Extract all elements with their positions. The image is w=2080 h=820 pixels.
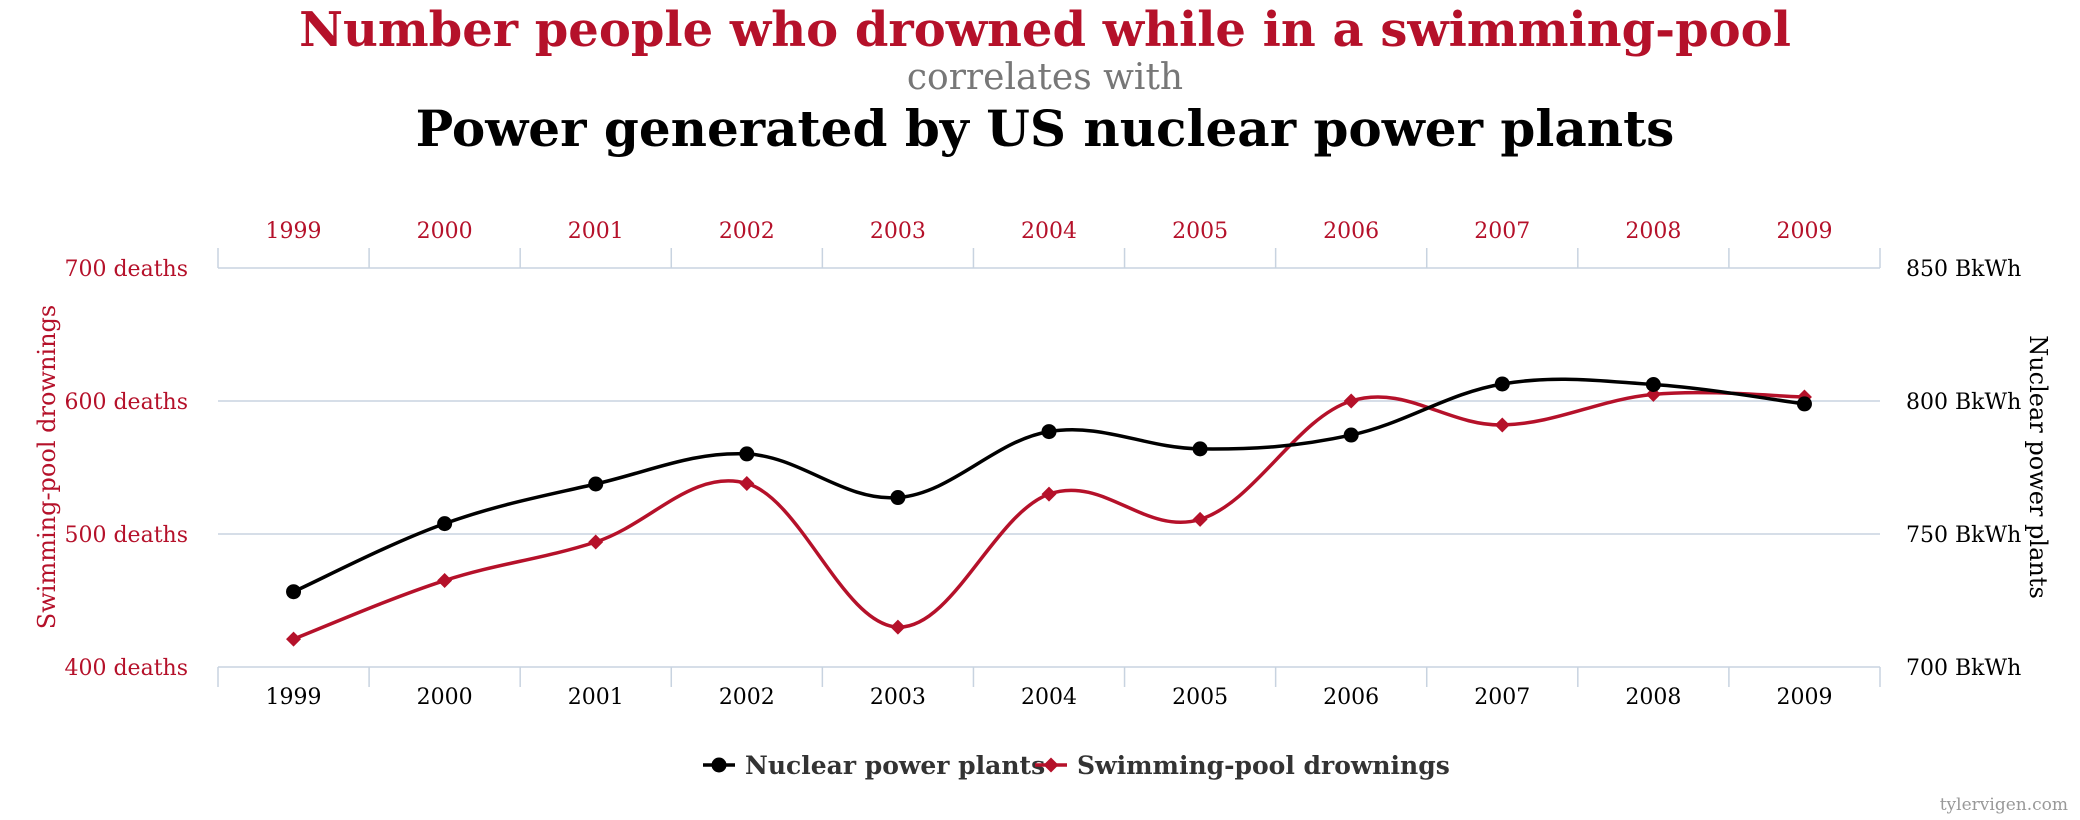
left-y-tick-label: 700 deaths <box>64 257 188 282</box>
left-axis-title: Swimming-pool drownings <box>33 305 61 629</box>
nuclear-data-point[interactable] <box>1645 377 1661 393</box>
drownings-data-point[interactable] <box>286 631 302 647</box>
nuclear-data-point[interactable] <box>739 446 755 462</box>
right-y-tick-label: 850 BkWh <box>1906 257 2021 282</box>
bottom-x-tick-label: 2005 <box>1172 685 1228 710</box>
drownings-data-point[interactable] <box>1494 417 1510 433</box>
left-y-tick-label: 600 deaths <box>64 390 188 415</box>
right-y-tick-label: 750 BkWh <box>1906 523 2021 548</box>
legend-nuclear-label[interactable]: Nuclear power plants <box>745 751 1045 780</box>
nuclear-data-point[interactable] <box>1343 427 1359 443</box>
drownings-data-point[interactable] <box>437 573 453 589</box>
legend-nuclear-marker <box>711 757 727 773</box>
nuclear-data-point[interactable] <box>1192 441 1208 457</box>
bottom-x-tick-label: 2007 <box>1474 685 1530 710</box>
top-x-tick-label: 2006 <box>1323 219 1379 244</box>
nuclear-data-point[interactable] <box>890 490 906 506</box>
left-y-tick-label: 400 deaths <box>64 656 188 681</box>
nuclear-data-point[interactable] <box>588 476 604 492</box>
bottom-x-tick-label: 2004 <box>1021 685 1077 710</box>
nuclear-series <box>286 376 1812 600</box>
bottom-x-tick-label: 2008 <box>1625 685 1681 710</box>
drownings-data-point[interactable] <box>588 534 604 550</box>
right-y-tick-label: 800 BkWh <box>1906 390 2021 415</box>
top-x-tick-label: 2004 <box>1021 219 1077 244</box>
top-x-tick-label: 2008 <box>1625 219 1681 244</box>
bottom-x-tick-label: 2001 <box>568 685 624 710</box>
legend-drownings-label[interactable]: Swimming-pool drownings <box>1077 751 1450 780</box>
grid <box>218 267 1880 668</box>
chart-title-connector: correlates with <box>907 57 1183 98</box>
top-x-tick-label: 1999 <box>266 219 322 244</box>
top-x-tick-label: 2007 <box>1474 219 1530 244</box>
top-x-tick-label: 2009 <box>1776 219 1832 244</box>
legend-drownings-marker <box>1043 757 1059 773</box>
right-axis-title: Nuclear power plants <box>2024 335 2052 599</box>
nuclear-data-point[interactable] <box>286 584 302 600</box>
axes: 1999 1999 2000 2000 2001 2001 2002 2002 2003 2003… <box>33 219 2052 710</box>
top-x-tick-label: 2005 <box>1172 219 1228 244</box>
bottom-x-tick-label: 2000 <box>417 685 473 710</box>
top-x-tick-label: 2003 <box>870 219 926 244</box>
drownings-data-point[interactable] <box>890 619 906 635</box>
bottom-x-tick-label: 2006 <box>1323 685 1379 710</box>
bottom-x-tick-label: 2003 <box>870 685 926 710</box>
drownings-data-point[interactable] <box>1041 486 1057 502</box>
right-y-tick-label: 700 BkWh <box>1906 656 2021 681</box>
nuclear-data-point[interactable] <box>1796 396 1812 412</box>
left-y-tick-label: 500 deaths <box>64 523 188 548</box>
bottom-x-tick-label: 2009 <box>1776 685 1832 710</box>
bottom-x-tick-label: 1999 <box>266 685 322 710</box>
credit-text[interactable]: tylervigen.com <box>1940 795 2068 815</box>
chart-title: Number people who drowned while in a swi… <box>299 2 1791 58</box>
top-x-tick-label: 2002 <box>719 219 775 244</box>
drownings-data-point[interactable] <box>1192 511 1208 527</box>
drownings-data-point[interactable] <box>739 475 755 491</box>
series <box>286 376 1812 647</box>
drownings-data-point[interactable] <box>1343 393 1359 409</box>
nuclear-data-point[interactable] <box>1494 376 1510 392</box>
top-x-tick-label: 2000 <box>417 219 473 244</box>
legend[interactable]: Nuclear power plants Swimming-pool drowni… <box>703 751 1450 780</box>
chart-subtitle: Power generated by US nuclear power plan… <box>416 99 1675 158</box>
nuclear-data-point[interactable] <box>1041 424 1057 440</box>
nuclear-data-point[interactable] <box>437 516 453 532</box>
top-x-tick-label: 2001 <box>568 219 624 244</box>
bottom-x-tick-label: 2002 <box>719 685 775 710</box>
